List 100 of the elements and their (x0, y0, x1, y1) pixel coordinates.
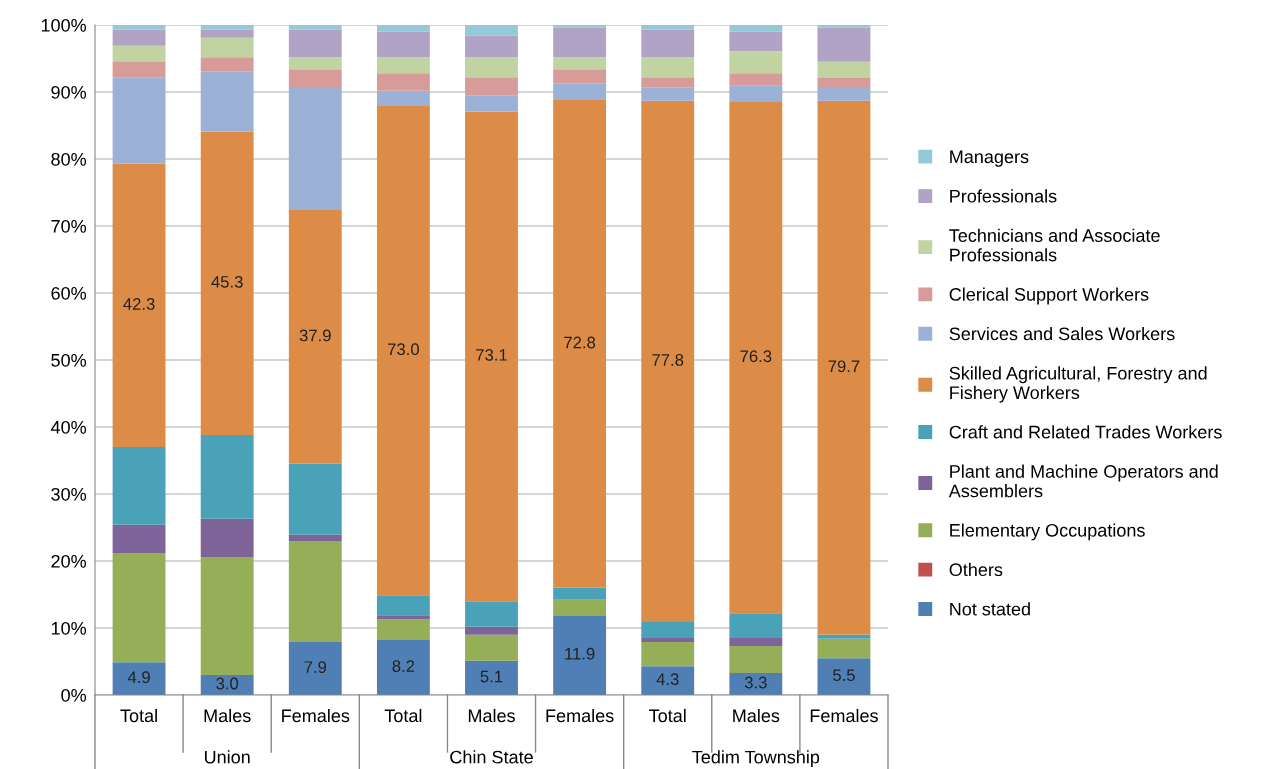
bar (465, 57, 518, 78)
legend-label: Professionals (950, 189, 1057, 203)
bar (641, 638, 695, 643)
x-tick-label: Total (649, 708, 686, 723)
bar (200, 71, 254, 132)
data-label: 5.5 (833, 669, 855, 682)
bar (376, 73, 430, 91)
bar (200, 25, 254, 30)
text: Chin State (450, 750, 533, 764)
bar (200, 29, 254, 38)
bar (553, 57, 607, 70)
bar (465, 626, 518, 635)
bar (641, 642, 695, 667)
bar (376, 25, 430, 32)
legend-label: Managers (950, 150, 1029, 167)
bar (729, 25, 783, 32)
y-tick-label: 40% (50, 420, 87, 434)
bar (112, 662, 166, 695)
data-label: 3.3 (744, 676, 767, 689)
bar (553, 615, 607, 695)
bar (376, 57, 430, 74)
data-label: 4.9 (127, 671, 150, 684)
bar (553, 83, 607, 101)
legend-label: Others (949, 562, 1003, 577)
bar (817, 658, 871, 695)
legend-label: Technicians and Associate Professionals (949, 228, 1160, 262)
data-label: 79.7 (828, 360, 860, 373)
bar (376, 595, 430, 616)
bar (112, 552, 166, 663)
data-label: 7.9 (304, 661, 327, 674)
legend-label: Not stated (950, 602, 1030, 616)
bar (729, 73, 783, 86)
x-tick-label: Males (204, 708, 251, 723)
x-tick-label: Females (282, 708, 350, 723)
text: Tedim Township (692, 750, 820, 768)
bar (288, 463, 342, 535)
bar (112, 45, 166, 62)
data-label: 73.1 (476, 348, 507, 361)
bar (288, 25, 342, 30)
bar (641, 25, 695, 30)
x-tick-label: Males (468, 708, 515, 723)
x-tick-label: Females (810, 708, 878, 723)
bar (817, 27, 871, 62)
bar (465, 634, 518, 661)
bar (288, 87, 342, 210)
bar (553, 100, 607, 588)
y-tick-label: 0% (61, 688, 87, 702)
bar (817, 634, 871, 639)
bar (553, 599, 607, 616)
bar (376, 640, 430, 695)
y-tick-label: 50% (51, 353, 87, 367)
x-tick-label: Total (120, 708, 157, 723)
bar (553, 69, 607, 84)
bar (112, 61, 166, 78)
bar (376, 90, 430, 107)
bar (553, 27, 607, 58)
bar (729, 85, 783, 103)
y-tick-label: 10% (51, 621, 87, 635)
bar (288, 57, 342, 70)
bar (200, 556, 254, 675)
y-tick-label: 60% (51, 286, 87, 300)
data-label: 5.1 (480, 670, 503, 683)
bar (288, 209, 342, 464)
bar (465, 95, 518, 112)
bar (112, 29, 166, 46)
bar (288, 540, 342, 643)
bar (465, 601, 518, 627)
bar (641, 100, 695, 622)
bar (817, 100, 871, 635)
data-label: 3.0 (216, 677, 239, 690)
bar (112, 524, 166, 553)
x-tick-label: Females (546, 708, 614, 723)
bar (641, 77, 695, 88)
bar (288, 642, 342, 695)
bar (553, 587, 607, 600)
data-label: 42.3 (123, 298, 155, 310)
data-label: 37.9 (299, 329, 331, 342)
bar (376, 619, 430, 641)
bar (465, 77, 518, 96)
bar (641, 666, 695, 695)
bar (817, 77, 871, 88)
data-label: 76.3 (740, 350, 772, 363)
legend-label: Plant and Machine Operators and Assemblers (948, 464, 1218, 498)
bar (729, 102, 783, 614)
bar (729, 638, 783, 647)
bar (200, 435, 254, 519)
bar (817, 638, 871, 659)
bar (200, 57, 254, 72)
bar (641, 621, 695, 639)
bar (200, 518, 254, 557)
legend-label: Services and Sales Workers (949, 326, 1175, 341)
data-label: 73.0 (388, 343, 419, 356)
bar (376, 615, 430, 620)
bar (817, 25, 871, 28)
legend-label: Craft and Related Trades Workers (949, 425, 1222, 439)
bar (200, 37, 254, 58)
bar (641, 87, 695, 101)
bar (200, 131, 254, 436)
legend-label: Skilled Agricultural, Forestry and Fishery Workers (949, 366, 1207, 403)
data-label: 8.2 (392, 660, 415, 672)
